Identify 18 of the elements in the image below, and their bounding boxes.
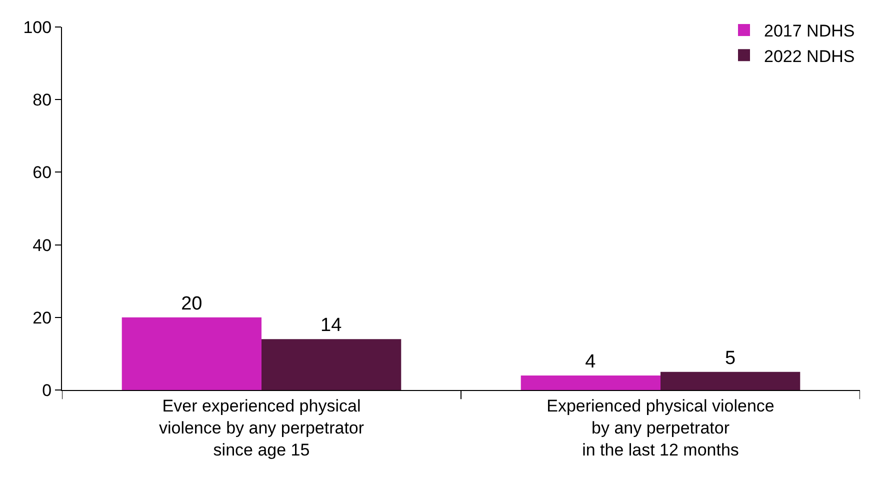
bar bbox=[660, 372, 800, 390]
bar bbox=[122, 317, 262, 390]
y-tick-label: 100 bbox=[23, 18, 52, 37]
y-tick-label: 60 bbox=[32, 163, 52, 182]
bar bbox=[520, 375, 660, 390]
bar bbox=[262, 339, 402, 390]
y-tick-label: 40 bbox=[32, 236, 52, 255]
data-label: 4 bbox=[585, 351, 596, 372]
legend-label: 2017 NDHS bbox=[764, 22, 855, 41]
x-tick-label: Experienced physical violence by any perpetrator in the last 12 months bbox=[546, 396, 774, 460]
y-tick-label: 80 bbox=[32, 90, 52, 110]
y-tick-label: 0 bbox=[42, 380, 52, 400]
legend-label: 2022 NDHS bbox=[764, 46, 855, 66]
y-tick-label: 20 bbox=[32, 308, 52, 328]
data-label: 14 bbox=[320, 315, 342, 336]
x-tick-label: Ever experienced physical violence by any perpetrator since age 15 bbox=[158, 396, 364, 460]
data-label: 20 bbox=[181, 293, 202, 314]
data-label: 5 bbox=[725, 348, 736, 369]
